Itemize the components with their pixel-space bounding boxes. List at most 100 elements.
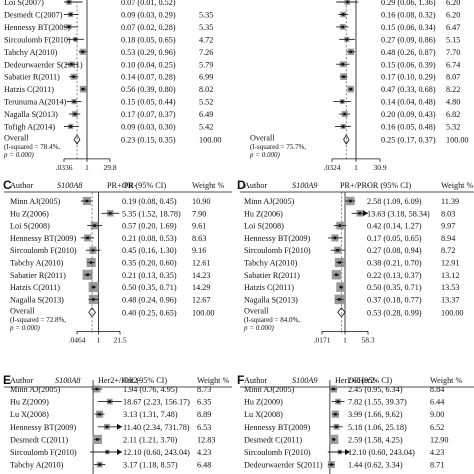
overall-diamond <box>73 134 81 145</box>
study-author: Hennessy BT(2009) <box>10 234 76 243</box>
study-point <box>108 212 112 215</box>
study-weight: 6.48 <box>197 461 211 470</box>
study-or: 2.45 (0.95, 6.34) <box>348 385 403 394</box>
study-or: 0.27 (0.09, 0.86) <box>381 35 436 44</box>
study-or: 0.15 (0.06, 0.34) <box>381 23 436 32</box>
study-or: 5.18 (1.06, 25.18) <box>348 423 407 432</box>
heterogeneity-i2: (I-squared = 72.8%, <box>10 316 66 324</box>
study-or: 0.21 (0.08, 0.53) <box>122 234 177 243</box>
study-weight: 11.39 <box>441 197 459 206</box>
heterogeneity-p: p = 0.000) <box>3 151 34 159</box>
header-weight: Weight % <box>197 376 229 385</box>
study-author: Minn AJ(2005) <box>10 385 61 394</box>
header-author: Author <box>244 181 267 190</box>
study-point <box>339 285 343 289</box>
study-or: 0.20 (0.09, 0.43) <box>381 110 436 119</box>
study-weight: 6.44 <box>430 398 444 407</box>
study-weight: 8.71 <box>430 461 444 470</box>
study-author: Dedeurwaerder S(2011) <box>4 60 83 69</box>
study-author: Tabchy A(2010) <box>4 48 58 57</box>
study-author: Desmedt C(2011) <box>10 435 68 444</box>
overall-or: 0.53 (0.28, 0.99) <box>367 308 422 317</box>
heterogeneity-i2: (I-squared = 75.7%, <box>250 143 306 151</box>
study-weight: 13.53 <box>441 283 459 292</box>
study-author: Hatzis C(2011) <box>10 283 60 292</box>
study-author: Tabchy A(2010) <box>244 259 298 268</box>
study-or: 0.14 (0.07, 0.28) <box>121 73 176 82</box>
header-gene: S100A9 <box>292 181 317 190</box>
study-weight: 6.20 <box>446 0 460 7</box>
study-author: Hennessy BT(2009) <box>10 423 76 432</box>
study-point <box>105 450 109 454</box>
study-author: Loi S(2008) <box>10 222 50 231</box>
study-author: Hu Z(2009) <box>244 398 283 407</box>
study-weight: 8.89 <box>197 410 211 419</box>
study-weight: 6.74 <box>446 60 460 69</box>
header-group: PR+/PR- <box>340 181 370 190</box>
study-point <box>67 25 71 29</box>
study-author: Hennessy BT(2009) <box>244 234 310 243</box>
study-point <box>332 387 335 391</box>
study-author: Sircoulomb F(2010) <box>244 448 311 457</box>
study-point <box>105 425 109 429</box>
axis-tick-right-label: 58.3 <box>361 335 374 344</box>
study-point <box>74 38 77 41</box>
header-author: Author <box>10 376 33 385</box>
study-or: 3.17 (1.18, 8.57) <box>123 461 178 470</box>
overall-diamond <box>343 134 350 145</box>
study-author: Hu Z(2009) <box>10 398 49 407</box>
study-or: 0.21 (0.13, 0.35) <box>122 271 177 280</box>
study-weight: 5.15 <box>446 35 460 44</box>
study-weight: 9.00 <box>430 410 444 419</box>
study-or: 1.44 (0.62, 3.34) <box>348 461 403 470</box>
study-or: 3.13 (1.31, 7.48) <box>123 410 178 419</box>
study-or: 0.35 (0.20, 0.60) <box>122 259 177 268</box>
study-weight: 6.52 <box>430 423 444 432</box>
study-author: Hatzis C(2011) <box>244 283 294 292</box>
study-weight: 14.23 <box>192 271 210 280</box>
study-point <box>349 87 353 91</box>
study-weight: 5.79 <box>199 60 213 69</box>
study-point <box>98 463 101 466</box>
study-weight: 4.23 <box>197 448 211 457</box>
header-weight: Weight % <box>192 181 224 190</box>
overall-label: Overall <box>250 134 275 143</box>
study-or: 2.58 (1.09, 6.09) <box>367 197 422 206</box>
overall-or: 0.40 (0.25, 0.65) <box>122 308 177 317</box>
axis-tick-mid-label: 1 <box>85 163 89 172</box>
study-weight: 5.35 <box>199 23 213 32</box>
study-point <box>345 38 349 41</box>
study-point <box>69 125 72 128</box>
study-point <box>338 224 342 227</box>
study-point <box>330 463 333 466</box>
study-weight: 6.49 <box>199 110 213 119</box>
header-weight: Weight % <box>441 181 473 190</box>
study-author: Sircoulomb F(2010) <box>10 448 77 457</box>
study-point <box>70 62 73 66</box>
overall-weight: 100.00 <box>199 136 222 145</box>
study-author: Sabatier R(2011) <box>4 73 60 82</box>
study-point <box>358 212 362 215</box>
study-author: Hu Z(2006) <box>10 209 49 218</box>
study-point <box>338 450 342 454</box>
study-or: 0.07 (0.02, 0.28) <box>121 23 176 32</box>
study-author: Nagalla S(2013) <box>10 295 64 304</box>
header-author: Author <box>10 181 33 190</box>
study-point <box>108 400 112 403</box>
study-or: 12.10 (0.60, 243.04) <box>348 448 415 457</box>
study-point <box>72 100 76 103</box>
study-weight: 8.02 <box>199 85 213 94</box>
header-or: OR (95% CI) <box>123 376 167 385</box>
study-or: 0.10 (0.04, 0.25) <box>121 60 176 69</box>
study-weight: 6.82 <box>446 110 460 119</box>
panel-letter-C: C <box>3 178 12 192</box>
study-author: Terunuma A(2014) <box>4 98 67 107</box>
study-point <box>340 100 344 103</box>
study-or: 11.40 (2.34, 731.78) <box>123 423 190 432</box>
study-weight: 7.90 <box>192 209 206 218</box>
study-weight: 6.99 <box>199 73 213 82</box>
axis-tick-mid-label: 1 <box>97 335 101 344</box>
study-weight: 8.03 <box>441 209 455 218</box>
study-or: 12.10 (0.60, 243.04) <box>123 448 190 457</box>
study-or: 5.35 (1.52, 18.78) <box>122 209 181 218</box>
